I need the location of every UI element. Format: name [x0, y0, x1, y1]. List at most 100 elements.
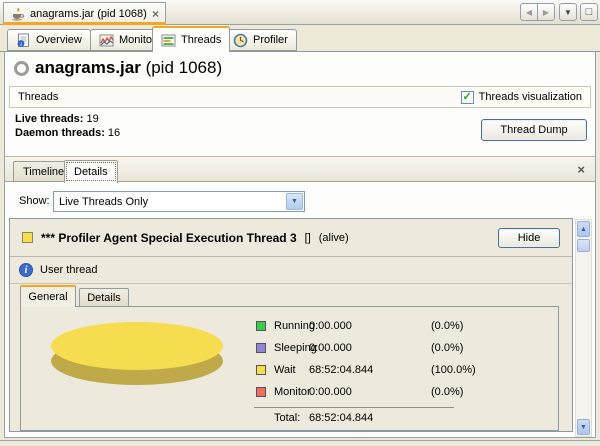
tab-thread-details-label: Details	[87, 291, 121, 304]
thread-name: *** Profiler Agent Special Execution Thr…	[41, 230, 297, 245]
back-icon: ◀	[525, 7, 533, 17]
legend-sleeping-time: 0:00.000	[309, 341, 352, 354]
document-tabbar: anagrams.jar (pid 1068) × ◀ ▶ ▼ □	[0, 0, 600, 25]
tab-threads[interactable]: Threads	[152, 26, 231, 52]
tab-overview[interactable]: i Overview	[7, 29, 91, 51]
threads-visualization-label: Threads visualization	[478, 91, 582, 103]
live-threads-label: Live threads:	[15, 113, 84, 125]
total-value: 68:52:04.844	[309, 412, 374, 424]
svg-text:i: i	[20, 41, 22, 47]
tab-threads-label: Threads	[181, 34, 222, 46]
history-forward-button[interactable]: ▶	[537, 3, 555, 21]
thread-filter-value: Live Threads Only	[59, 195, 149, 208]
tab-close-icon[interactable]: ×	[151, 7, 159, 21]
total-label: Total:	[274, 412, 301, 424]
daemon-threads-value: 16	[104, 127, 121, 139]
threads-visualization-toggle[interactable]: ✓ Threads visualization	[460, 90, 582, 104]
thread-type-row: i User thread	[10, 257, 572, 284]
threads-view-panel: anagrams.jar (pid 1068) Threads ✓ Thread…	[4, 52, 596, 438]
legend-wait-percent: (100.0%)	[431, 363, 476, 376]
live-threads-value: 19	[83, 113, 99, 125]
threads-icon	[161, 34, 176, 46]
scroll-down-icon: ▼	[580, 423, 587, 431]
main-tabbar: i Overview Monitor Threads Profiler	[0, 25, 600, 52]
window-bottom-edge	[0, 440, 600, 441]
vertical-scrollbar[interactable]: ▲ ▼	[575, 219, 592, 437]
legend-monitor-swatch	[256, 386, 266, 397]
thread-type-label: User thread	[40, 264, 98, 276]
checkbox-checked-icon[interactable]: ✓	[460, 90, 474, 104]
daemon-threads-stat: Daemon threads: 16	[15, 127, 120, 139]
legend-total-separator	[254, 407, 454, 408]
thread-details-panel: *** Profiler Agent Special Execution Thr…	[9, 218, 573, 432]
java-cup-icon	[12, 7, 25, 21]
tab-general[interactable]: General	[20, 285, 76, 307]
tab-monitor-label: Monitor	[119, 34, 156, 46]
legend-running-label: Running	[274, 319, 315, 332]
daemon-threads-label: Daemon threads:	[15, 127, 105, 139]
monitor-chart-icon	[99, 34, 114, 46]
combo-arrow-icon: ▼	[291, 198, 298, 205]
thread-brackets: []	[304, 231, 311, 244]
thread-status: (alive)	[318, 231, 349, 244]
thread-dump-button[interactable]: Thread Dump	[481, 119, 587, 141]
page-title: anagrams.jar (pid 1068)	[35, 58, 222, 78]
thread-filter-select[interactable]: Live Threads Only ▼	[53, 191, 305, 212]
maximize-button[interactable]: □	[580, 3, 598, 21]
scroll-up-button[interactable]: ▲	[577, 221, 590, 237]
legend-monitor-label: Monitor	[274, 385, 311, 398]
info-i-glyph: i	[24, 264, 28, 276]
legend-monitor-percent: (0.0%)	[431, 385, 464, 398]
tab-profiler[interactable]: Profiler	[224, 29, 297, 51]
show-filter-label: Show:	[19, 195, 50, 207]
scroll-up-icon: ▲	[580, 225, 587, 233]
legend-running-percent: (0.0%)	[431, 319, 464, 332]
chevron-down-icon: ▼	[564, 7, 572, 17]
hide-button[interactable]: Hide	[498, 227, 560, 248]
legend-wait-time: 68:52:04.844	[309, 363, 374, 376]
subtab-timeline-label: Timeline	[23, 165, 65, 178]
legend-wait-label: Wait	[274, 363, 296, 376]
check-icon: ✓	[462, 90, 472, 103]
tab-overview-label: Overview	[36, 34, 82, 46]
legend-running-time: 0:00.000	[309, 319, 352, 332]
tab-list-menu-button[interactable]: ▼	[559, 3, 577, 21]
legend-monitor-time: 0:00.000	[309, 385, 352, 398]
document-tab-anagrams[interactable]: anagrams.jar (pid 1068) ×	[3, 2, 166, 25]
tab-profiler-label: Profiler	[253, 34, 288, 46]
thread-header-row: *** Profiler Agent Special Execution Thr…	[10, 219, 572, 257]
legend-sleeping-label: Sleeping	[274, 341, 317, 354]
profiler-clock-icon	[233, 33, 248, 47]
subtab-details[interactable]: Details	[64, 160, 118, 183]
tab-general-label: General	[28, 291, 68, 303]
thread-state-wait-icon	[22, 232, 33, 243]
close-details-icon[interactable]: ×	[577, 162, 585, 177]
tab-monitor[interactable]: Monitor	[90, 29, 165, 51]
general-tab-content: Running 0:00.000 (0.0%) Sleeping 0:00.00…	[20, 306, 559, 431]
info-icon: i	[19, 263, 33, 277]
overview-icon: i	[17, 33, 29, 47]
scrollbar-thumb[interactable]	[577, 239, 590, 252]
live-threads-stat: Live threads: 19	[15, 113, 99, 125]
history-back-button[interactable]: ◀	[520, 3, 538, 21]
thread-state-pie-chart	[51, 322, 223, 386]
combo-dropdown-button[interactable]: ▼	[286, 193, 303, 210]
pid-suffix: (pid 1068)	[140, 58, 223, 77]
app-name: anagrams.jar	[35, 58, 141, 77]
subtab-row: Timeline Details ×	[5, 156, 595, 183]
threads-section-label: Threads	[18, 91, 59, 103]
threads-section-header: Threads ✓ Threads visualization	[9, 86, 591, 108]
maximize-icon: □	[585, 6, 593, 18]
subtab-timeline[interactable]: Timeline	[13, 161, 75, 182]
scroll-down-button[interactable]: ▼	[577, 419, 590, 435]
legend-wait-swatch	[256, 364, 266, 375]
legend-sleeping-swatch	[256, 342, 266, 353]
legend-sleeping-percent: (0.0%)	[431, 341, 464, 354]
pie-top	[51, 322, 223, 370]
subtab-details-label: Details	[74, 166, 108, 178]
loading-spinner-icon	[14, 61, 29, 76]
forward-icon: ▶	[542, 7, 550, 17]
document-tab-label: anagrams.jar (pid 1068)	[30, 8, 147, 20]
active-tab-underline	[3, 22, 166, 25]
tab-thread-details[interactable]: Details	[79, 288, 129, 307]
